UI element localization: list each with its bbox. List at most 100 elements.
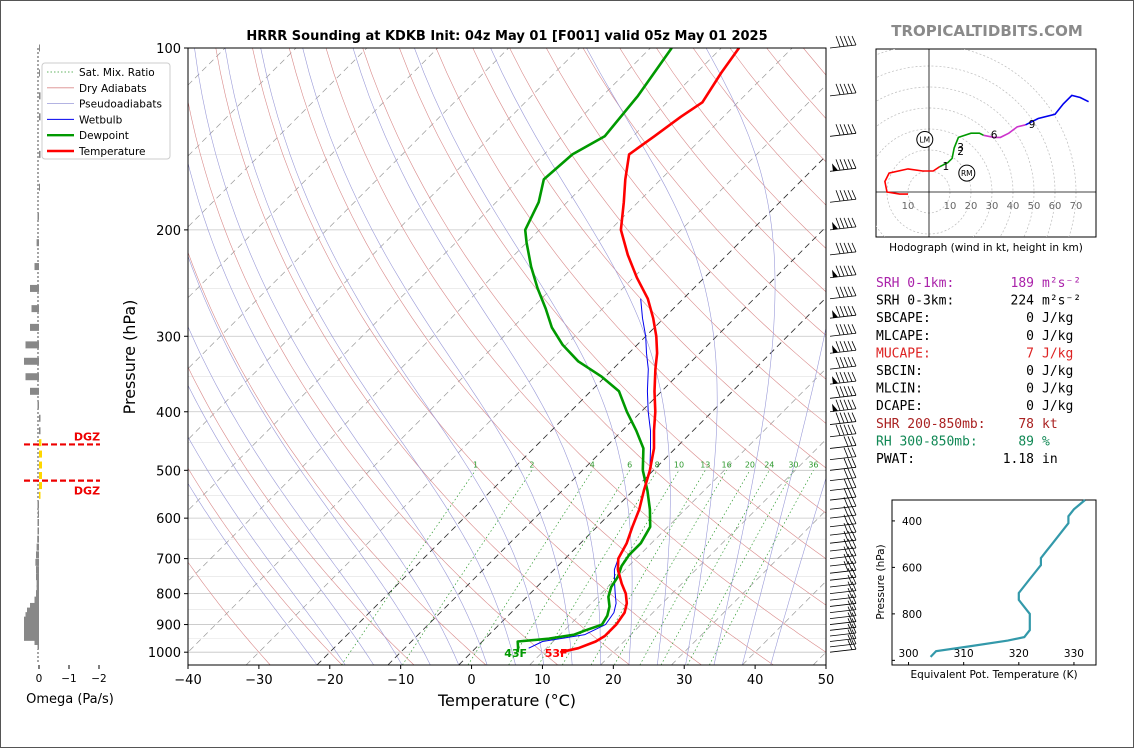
index-unit: J/kg	[1042, 382, 1073, 397]
mixing-ratio-label: 4	[590, 460, 595, 469]
isotherm	[529, 368, 826, 665]
wind-barb	[829, 478, 857, 491]
omega-bar	[39, 472, 42, 480]
wind-barb	[829, 286, 857, 300]
omega-bar	[39, 183, 40, 191]
index-label: DCAPE:	[876, 399, 923, 414]
omega-tick-label: −1	[61, 673, 76, 685]
wind-barb	[829, 458, 857, 471]
pseudoadiabat	[194, 48, 488, 665]
wind-barb	[829, 324, 857, 337]
index-value: 224	[1011, 294, 1035, 309]
mixing-ratio-label: 8	[655, 460, 660, 469]
wind-barb	[829, 531, 857, 544]
mixing-ratio-label: 6	[627, 460, 632, 469]
skewt-axes-frame	[187, 47, 827, 666]
hodograph-height-label: 9	[1029, 119, 1036, 131]
index-unit: in	[1042, 452, 1058, 467]
chart-title: HRRR Sounding at KDKB Init: 04z May 01 […	[246, 29, 767, 44]
omega-bar	[39, 461, 42, 469]
omega-bar	[30, 284, 39, 292]
dewpoint-surface-label: 43F	[504, 647, 527, 660]
omega-bar	[27, 607, 39, 615]
omega-bar	[37, 401, 39, 409]
mixing-ratio-label: 2	[529, 460, 534, 469]
omega-bar	[37, 501, 39, 509]
x-tick-label: −40	[174, 673, 201, 688]
legend-label: Sat. Mix. Ratio	[79, 67, 155, 79]
index-label: SBCAPE:	[876, 311, 931, 326]
index-label: SBCIN:	[876, 364, 923, 379]
mixing-ratio-line	[561, 470, 680, 665]
isotherm	[245, 84, 826, 665]
theta-e-profile	[929, 499, 1086, 658]
index-row: SBCIN: 0 J/kg	[876, 364, 1073, 379]
pennant	[832, 221, 838, 230]
hodograph-ring-label: 70	[1070, 201, 1083, 212]
pseudoadiabat	[302, 48, 573, 665]
dry-adiabat	[472, 48, 826, 469]
omega-bar	[36, 573, 39, 581]
hodograph-caption: Hodograph (wind in kt, height in km)	[889, 242, 1083, 254]
dry-adiabat	[325, 48, 826, 653]
dry-adiabat	[509, 48, 826, 424]
wind-barb	[829, 553, 857, 567]
isotherm	[600, 439, 826, 665]
omega-bar	[30, 602, 39, 610]
wind-barb	[829, 468, 857, 482]
x-tick-label: 0	[467, 673, 475, 688]
omega-bar	[34, 263, 39, 271]
pseudoadiabat	[260, 48, 545, 665]
y-tick-label: 900	[156, 619, 181, 634]
isotherm	[671, 509, 826, 665]
index-value: 89	[1018, 434, 1034, 449]
wind-barb	[829, 634, 857, 648]
theta-e-x-tick-label: 310	[954, 648, 974, 660]
wind-barb	[829, 371, 857, 385]
index-unit: J/kg	[1042, 311, 1073, 326]
mixing-ratio-line	[687, 470, 794, 665]
index-value: 0	[1026, 399, 1034, 414]
index-label: MLCAPE:	[876, 329, 931, 344]
omega-bar	[30, 323, 39, 331]
wind-barb	[829, 561, 857, 574]
wind-barb	[829, 242, 857, 256]
omega-tick-label: −2	[91, 673, 106, 685]
mixing-ratio-line	[538, 470, 658, 665]
theta-e-frame	[891, 499, 1097, 666]
x-axis-label: Temperature (°C)	[437, 691, 576, 710]
omega-bar	[39, 450, 42, 458]
mixing-ratio-label: 13	[700, 460, 710, 469]
pennant	[832, 310, 838, 319]
x-tick-label: 20	[605, 673, 622, 688]
pennant	[832, 163, 838, 172]
omega-bar	[39, 69, 40, 77]
theta-e-x-tick-label: 320	[1009, 648, 1029, 660]
omega-bar	[36, 580, 39, 588]
index-row: MLCAPE: 0 J/kg	[876, 329, 1073, 344]
index-value: 1.18	[1003, 452, 1034, 467]
index-unit: J/kg	[1042, 399, 1073, 414]
dry-adiabat	[188, 561, 271, 665]
hodograph-height-label: 1	[943, 161, 950, 173]
wind-barb	[829, 386, 857, 399]
index-label: RH 300-850mb:	[876, 434, 978, 449]
storm-motion-marker	[916, 131, 934, 148]
index-value: 0	[1026, 329, 1034, 344]
omega-bar	[36, 585, 39, 593]
wind-barb	[829, 159, 857, 172]
wind-barb	[829, 546, 857, 560]
skewt-profiles	[516, 48, 741, 654]
omega-bar	[39, 414, 41, 422]
wind-barb	[829, 574, 857, 588]
wind-barb	[829, 447, 857, 461]
hodograph-segment	[1025, 94, 1089, 126]
theta-e-panel: 300 310 320 330 400 600 800	[892, 499, 1086, 665]
omega-bar	[25, 612, 39, 620]
wind-barb	[829, 424, 857, 438]
pennant	[832, 269, 838, 278]
dry-adiabat	[362, 48, 826, 606]
pseudoadiabat	[188, 384, 374, 665]
x-tick-label: −30	[245, 673, 272, 688]
pseudoadiabat	[188, 255, 431, 665]
